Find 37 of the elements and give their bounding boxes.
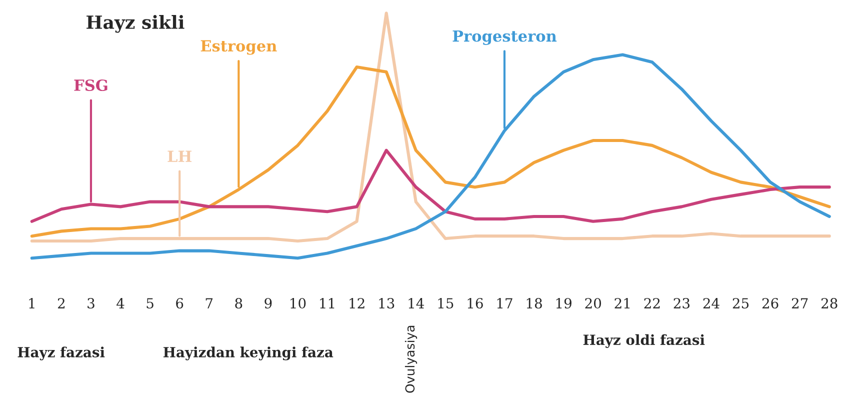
x-tick-label: 16 — [468, 298, 483, 309]
x-tick-label: 22 — [644, 298, 660, 308]
x-tick-label: 13 — [379, 298, 394, 309]
x-tick-label: 27 — [792, 298, 808, 308]
x-tick-label: 25 — [732, 298, 749, 309]
x-tick-label: 21 — [614, 298, 630, 308]
x-tick-label: 4 — [116, 298, 124, 308]
text: FSG — [74, 79, 108, 92]
text: Ovulyasiya — [404, 326, 418, 393]
text: Hayizdan keyingi faza — [163, 346, 334, 360]
text: Estrogen — [200, 40, 277, 55]
x-tick-label: 12 — [350, 298, 364, 308]
text: Hayz oldi fazasi — [583, 334, 705, 348]
x-tick-label: 3 — [88, 298, 94, 309]
x-tick-label: 9 — [264, 298, 272, 309]
x-tick-label: 14 — [408, 298, 424, 308]
x-tick-label: 5 — [146, 298, 154, 309]
x-tick-label: 11 — [320, 298, 334, 308]
x-tick-label: 1 — [29, 298, 34, 308]
x-tick-label: 10 — [290, 298, 306, 309]
x-tick-label: 8 — [235, 298, 242, 309]
x-tick-label: 26 — [762, 298, 778, 309]
x-tick-label: 20 — [585, 298, 602, 309]
x-tick-label: 23 — [674, 298, 690, 309]
text: LH — [168, 150, 192, 162]
x-tick-label: 19 — [556, 298, 572, 309]
x-tick-label: 15 — [438, 298, 454, 309]
x-tick-label: 17 — [497, 298, 512, 308]
x-tick-label: 28 — [821, 298, 838, 309]
series-label: Progesteron — [452, 30, 557, 45]
x-tick-label: 18 — [526, 298, 542, 309]
text: Hayz fazasi — [18, 346, 105, 360]
chart-title: Hayz sikli — [86, 15, 184, 33]
x-tick-label: 6 — [176, 298, 184, 309]
x-tick-label: 24 — [703, 298, 720, 308]
x-tick-label: 2 — [58, 298, 64, 308]
x-tick-label: 7 — [206, 298, 213, 308]
